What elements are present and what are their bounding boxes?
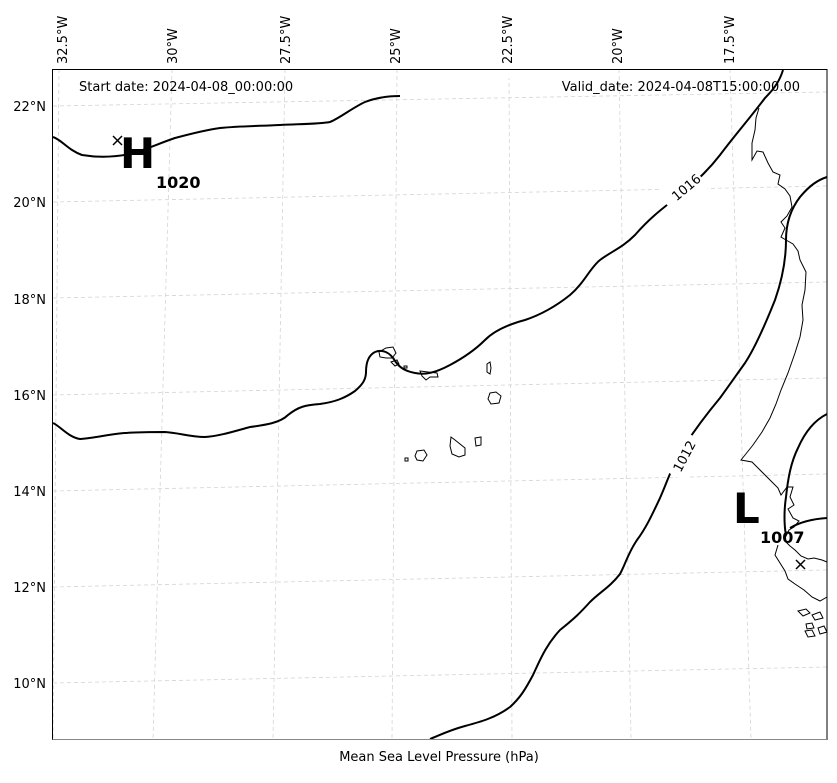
high-pressure-value: 1020 (156, 173, 201, 192)
isobar-1016 (52, 69, 784, 441)
cape-verde-sao-nicolau (419, 370, 439, 381)
low-center-marker (795, 559, 806, 570)
low-pressure-letter: L (733, 484, 760, 533)
valid-date-label: Valid_date: 2024-04-08T15:00:00.00 (562, 80, 800, 95)
high-pressure-letter: H (120, 129, 155, 178)
cape-verde-santiago (449, 436, 466, 458)
cape-verde-sal (486, 361, 492, 375)
start-date-label: Start date: 2024-04-08_00:00:00 (79, 80, 293, 95)
lon-label-30w: 30°W (166, 28, 181, 64)
lat-label-16n: 16°N (13, 389, 46, 404)
lon-label-27-5w: 27.5°W (279, 16, 294, 64)
low-pressure-value: 1007 (760, 528, 805, 547)
isobar-inner-east (789, 517, 828, 529)
cape-verde-santo-antao (378, 346, 397, 359)
isobar-1012 (429, 176, 828, 740)
lat-label-14n: 14°N (13, 485, 46, 500)
map-frame (52, 69, 828, 740)
cape-verde-brava (404, 457, 409, 462)
cape-verde-fogo (414, 449, 428, 462)
high-center-marker (112, 135, 123, 146)
latitude-labels: 22°N 20°N 18°N 16°N 14°N 12°N 10°N (13, 100, 46, 692)
variable-caption: Mean Sea Level Pressure (hPa) (339, 750, 539, 765)
cape-verde-santa-luzia (403, 365, 408, 369)
bijagos (797, 608, 828, 638)
lon-label-32-5w: 32.5°W (56, 16, 71, 64)
lat-label-12n: 12°N (13, 581, 46, 596)
lat-label-22n: 22°N (13, 100, 46, 115)
coastlines (378, 107, 828, 638)
lat-label-10n: 10°N (13, 677, 46, 692)
lon-label-25w: 25°W (389, 28, 404, 64)
isobar-inner (783, 413, 828, 536)
cape-verde-sao-vicente (390, 359, 400, 367)
lon-label-22-5w: 22.5°W (501, 16, 516, 64)
lat-label-20n: 20°N (13, 196, 46, 211)
lon-label-17-5w: 17.5°W (723, 16, 738, 64)
lon-label-20w: 20°W (611, 28, 626, 64)
isobar-1020 (52, 95, 401, 158)
longitude-labels: 32.5°W 30°W 27.5°W 25°W 22.5°W 20°W 17.5… (56, 16, 738, 64)
cape-verde-boa-vista (487, 391, 502, 405)
lat-label-18n: 18°N (13, 293, 46, 308)
cape-verde-maio (474, 436, 482, 447)
africa-coast (740, 107, 828, 563)
graticule (52, 68, 828, 740)
